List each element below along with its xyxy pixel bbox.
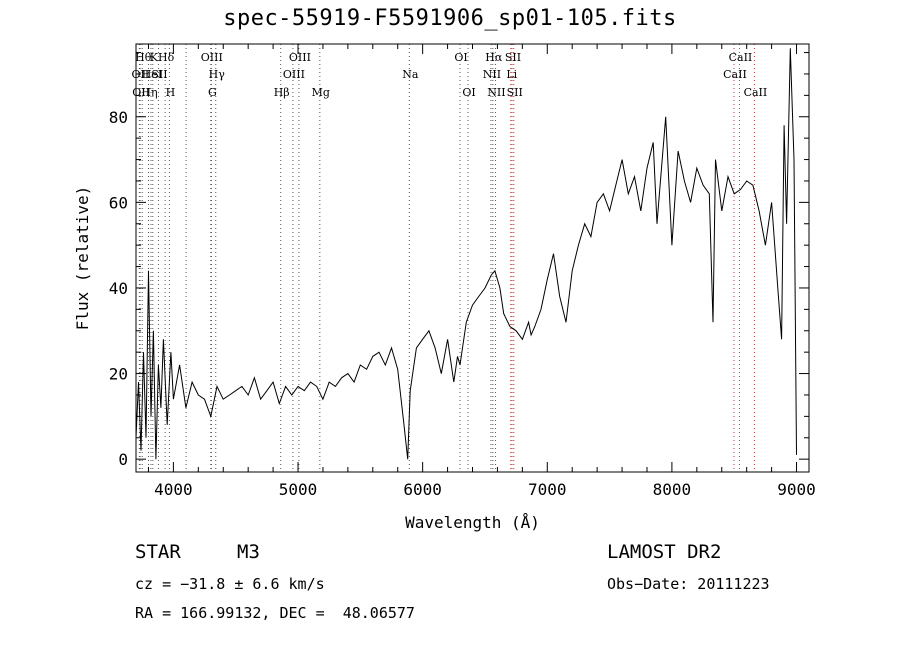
spectral-line-label: HeI bbox=[142, 68, 162, 81]
spectral-line-label: NII bbox=[483, 68, 501, 81]
spectral-line-label: NII bbox=[487, 86, 505, 99]
axis-ticks: 4000 5000 6000 7000 8000 9000 0 20 40 60 80 bbox=[109, 44, 816, 499]
spectral-line-label: Hβ bbox=[274, 86, 290, 99]
spectral-line-label: OIII bbox=[289, 51, 311, 64]
spectral-line-label: SII bbox=[151, 68, 167, 81]
spectral-line-label: SII bbox=[507, 86, 523, 99]
spectral-line-label: CaII bbox=[729, 51, 753, 64]
observation-date: Obs−Date: 20111223 bbox=[607, 575, 770, 593]
y-tick-label: 40 bbox=[109, 279, 128, 298]
spectral-line-label: Li bbox=[506, 68, 517, 81]
spectral-line-label: OIII bbox=[283, 68, 305, 81]
plot-frame bbox=[135, 43, 810, 473]
spectral-line-label: CaII bbox=[723, 68, 747, 81]
spectral-line-label: OI bbox=[454, 51, 467, 64]
object-class: STAR bbox=[135, 541, 181, 563]
y-axis-label: Flux (relative) bbox=[73, 186, 92, 331]
spectral-line-label: Hθ bbox=[135, 51, 152, 64]
spectral-line-label: K bbox=[150, 51, 159, 64]
spectral-line-label: Hδ bbox=[158, 51, 175, 64]
flux-series-line bbox=[135, 48, 797, 460]
survey-name: LAMOST DR2 bbox=[607, 541, 722, 563]
redshift-velocity: cz = −31.8 ± 6.6 km/s bbox=[135, 575, 325, 593]
spectral-line-label: OIII bbox=[201, 51, 223, 64]
spectral-line-label: Hγ bbox=[209, 68, 226, 81]
spectral-line-label: Hα bbox=[485, 51, 503, 64]
y-tick-label: 20 bbox=[109, 365, 128, 384]
x-tick-label: 7000 bbox=[528, 480, 567, 499]
spectral-line-label: H bbox=[166, 86, 176, 99]
x-tick-label: 9000 bbox=[777, 480, 816, 499]
spectral-line-label: OI bbox=[462, 86, 475, 99]
spectral-line-label: G bbox=[208, 86, 217, 99]
y-tick-label: 60 bbox=[109, 193, 128, 212]
chart-title: spec-55919-F5591906_sp01-105.fits bbox=[223, 6, 677, 31]
x-axis-label: Wavelength (Å) bbox=[405, 513, 540, 532]
sky-coordinates: RA = 166.99132, DEC = 48.06577 bbox=[135, 604, 415, 622]
spectral-line-label: SII bbox=[505, 51, 521, 64]
spectral-line-markers bbox=[138, 44, 755, 472]
x-tick-label: 4000 bbox=[154, 480, 193, 499]
y-tick-label: 0 bbox=[118, 450, 128, 469]
y-tick-label: 80 bbox=[109, 108, 128, 127]
x-tick-label: 6000 bbox=[403, 480, 442, 499]
spectral-line-label: Hη bbox=[141, 86, 157, 99]
spectral-line-label: Mg bbox=[312, 86, 330, 99]
object-subclass: M3 bbox=[237, 541, 260, 563]
spectral-line-label: CaII bbox=[744, 86, 768, 99]
spectral-line-label: Na bbox=[402, 68, 419, 81]
x-tick-label: 5000 bbox=[279, 480, 318, 499]
x-tick-label: 8000 bbox=[653, 480, 692, 499]
